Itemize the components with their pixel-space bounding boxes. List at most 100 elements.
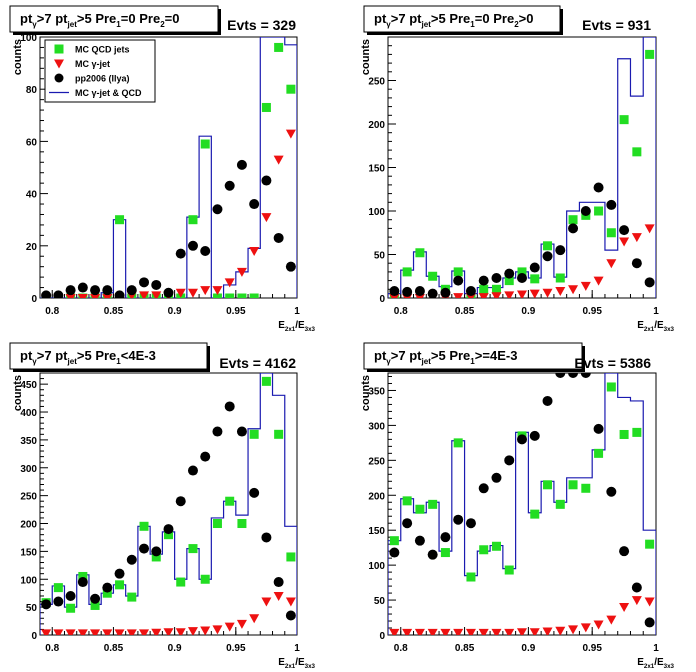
histogram-panel-4: ptγ>7 ptjet>5 Pre1>=4E-3 Evts = 538605010… xyxy=(360,342,675,670)
y-tick-label: 20 xyxy=(26,242,38,253)
marker-pp2006 xyxy=(580,373,591,378)
marker-mc-gamma-jet xyxy=(619,603,630,613)
marker-pp2006 xyxy=(126,285,137,296)
marker-mc-gamma-jet xyxy=(65,294,76,298)
x-tick-label: 1 xyxy=(653,643,659,654)
marker-mc-gamma-jet xyxy=(631,233,642,243)
marker-pp2006 xyxy=(453,514,464,525)
marker-mc-gamma-jet xyxy=(593,276,604,286)
marker-mc-gamma-jet xyxy=(187,627,198,635)
x-tick-label: 0.85 xyxy=(455,643,475,654)
x-tick-label: 0.8 xyxy=(45,643,59,654)
marker-pp2006 xyxy=(427,549,438,560)
marker-pp2006 xyxy=(414,286,425,297)
marker-pp2006 xyxy=(151,279,162,290)
marker-pp2006 xyxy=(212,426,223,437)
marker-mc-qcd xyxy=(619,115,629,125)
histogram-panel-3: ptγ>7 ptjet>5 Pre1<4E-3 Evts = 4162 0 50 100… xyxy=(9,342,316,670)
plot-frame xyxy=(387,36,657,299)
marker-mc-qcd xyxy=(249,429,259,439)
marker-pp2006 xyxy=(555,373,566,378)
x-tick-label: 0.9 xyxy=(521,643,535,654)
marker-mc-gamma-jet xyxy=(542,288,553,298)
x-axis-label: E2x1/E3x3 xyxy=(637,320,674,333)
panel-title: ptγ>7 ptjet>5 Pre1<4E-3 xyxy=(20,348,156,366)
x-tick-label: 0.9 xyxy=(521,306,535,317)
plot-area xyxy=(40,373,297,635)
marker-pp2006 xyxy=(139,543,150,554)
marker-mc-gamma-jet xyxy=(644,597,655,607)
x-tick-label: 0.95 xyxy=(226,306,246,317)
marker-mc-qcd xyxy=(466,572,476,582)
marker-pp2006 xyxy=(593,423,604,434)
y-tick-label: 250 xyxy=(20,492,37,503)
marker-mc-gamma-jet xyxy=(224,622,235,632)
y-tick-label: 350 xyxy=(368,386,385,397)
y-tick-label: 300 xyxy=(368,421,385,432)
marker-mc-qcd xyxy=(543,241,553,251)
marker-pp2006 xyxy=(126,554,137,565)
event-count: Evts = 329 xyxy=(227,17,296,33)
panel-title: ptγ>7 ptjet>5 Pre1=0 Pre2=0 xyxy=(20,11,180,29)
marker-mc-qcd xyxy=(200,574,210,584)
y-tick-label: 100 xyxy=(20,33,37,44)
marker-pp2006 xyxy=(606,486,617,497)
marker-mc-gamma-jet xyxy=(427,628,438,635)
marker-mc-gamma-jet xyxy=(491,628,502,635)
marker-mc-gamma-jet xyxy=(102,629,113,635)
marker-pp2006 xyxy=(90,593,101,604)
series-mc-combined-step xyxy=(388,373,656,635)
marker-mc-qcd xyxy=(530,509,540,519)
x-tick-label: 0.95 xyxy=(582,306,602,317)
legend-marker xyxy=(54,44,64,54)
marker-mc-gamma-jet xyxy=(151,628,162,635)
marker-mc-gamma-jet xyxy=(606,259,617,269)
marker-mc-gamma-jet xyxy=(478,293,489,298)
marker-pp2006 xyxy=(139,277,150,288)
marker-pp2006 xyxy=(187,465,198,476)
y-tick-label: 50 xyxy=(26,603,38,614)
marker-mc-qcd xyxy=(402,267,412,277)
y-tick-label: 0 xyxy=(379,631,385,642)
y-tick-label: 0 xyxy=(379,294,385,305)
marker-mc-gamma-jet xyxy=(163,628,174,635)
marker-mc-qcd xyxy=(453,267,463,277)
y-tick-label: 150 xyxy=(368,526,385,537)
marker-pp2006 xyxy=(402,518,413,529)
legend-marker xyxy=(54,59,64,69)
marker-mc-qcd xyxy=(606,228,616,238)
marker-mc-qcd xyxy=(274,429,284,439)
marker-mc-qcd xyxy=(428,499,438,509)
y-tick-label: 200 xyxy=(368,491,385,502)
marker-mc-qcd xyxy=(632,427,642,437)
legend-label: MC γ-jet xyxy=(75,59,110,69)
marker-pp2006 xyxy=(402,286,413,297)
marker-mc-qcd xyxy=(543,480,553,490)
marker-mc-gamma-jet xyxy=(440,628,451,635)
marker-pp2006 xyxy=(478,275,489,286)
marker-mc-gamma-jet xyxy=(53,629,64,635)
event-count: Evts = 4162 xyxy=(219,355,296,371)
marker-mc-qcd xyxy=(237,293,247,298)
marker-mc-qcd xyxy=(200,139,210,149)
title-box xyxy=(363,342,583,370)
marker-mc-gamma-jet xyxy=(529,628,540,635)
marker-mc-gamma-jet xyxy=(555,626,566,635)
marker-mc-gamma-jet xyxy=(517,628,527,635)
marker-mc-qcd xyxy=(389,536,399,546)
x-tick-label: 0.8 xyxy=(394,306,408,317)
marker-mc-gamma-jet xyxy=(542,627,553,635)
marker-pp2006 xyxy=(389,547,400,558)
marker-mc-gamma-jet xyxy=(529,289,540,298)
marker-mc-qcd xyxy=(176,577,186,587)
marker-mc-qcd xyxy=(261,376,271,386)
y-tick-label: 400 xyxy=(20,408,37,419)
marker-mc-gamma-jet xyxy=(389,628,400,635)
marker-mc-qcd xyxy=(53,583,63,593)
histogram-panel-2: ptγ>7 ptjet>5 Pre1=0 Pre2>0 Evts = 931 0 50… xyxy=(360,5,675,333)
marker-mc-gamma-jet xyxy=(65,629,76,635)
marker-mc-qcd xyxy=(555,499,565,509)
marker-mc-qcd xyxy=(504,276,514,286)
marker-mc-gamma-jet xyxy=(126,629,137,635)
marker-pp2006 xyxy=(102,582,113,593)
